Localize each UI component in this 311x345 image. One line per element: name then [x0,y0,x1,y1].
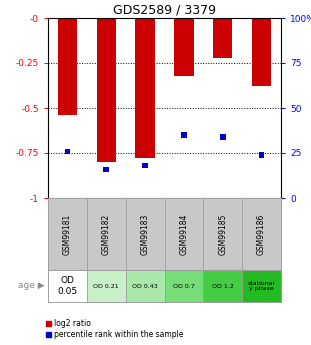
Bar [103,167,109,172]
Bar [87,198,126,270]
Bar [126,270,165,302]
Text: OD 0.7: OD 0.7 [173,284,195,288]
Title: GDS2589 / 3379: GDS2589 / 3379 [113,4,216,17]
Bar [220,134,226,139]
Text: GSM99184: GSM99184 [179,213,188,255]
Text: age ▶: age ▶ [18,282,45,290]
Text: OD 0.21: OD 0.21 [93,284,119,288]
Text: GSM99183: GSM99183 [141,213,150,255]
Text: OD
0.05: OD 0.05 [57,276,77,296]
Bar [64,148,70,154]
Bar [87,270,126,302]
Bar [259,152,264,158]
Bar [165,198,203,270]
Text: OD 0.43: OD 0.43 [132,284,158,288]
Bar [126,198,165,270]
Bar [96,18,116,162]
Bar [242,198,281,270]
Legend: log2 ratio, percentile rank within the sample: log2 ratio, percentile rank within the s… [46,319,183,339]
Bar [48,198,87,270]
Bar [213,18,232,58]
Text: GSM99186: GSM99186 [257,213,266,255]
Text: OD 1.2: OD 1.2 [212,284,234,288]
Text: stationar
y phase: stationar y phase [248,280,276,292]
Bar [203,198,242,270]
Bar [165,270,203,302]
Bar [142,163,148,168]
Bar [135,18,155,158]
Text: GSM99185: GSM99185 [218,213,227,255]
Bar [252,18,271,86]
Bar [174,18,194,76]
Bar [48,270,87,302]
Bar [181,132,187,138]
Bar [203,270,242,302]
Bar [58,18,77,115]
Text: GSM99182: GSM99182 [102,213,111,255]
Bar [242,270,281,302]
Text: GSM99181: GSM99181 [63,213,72,255]
